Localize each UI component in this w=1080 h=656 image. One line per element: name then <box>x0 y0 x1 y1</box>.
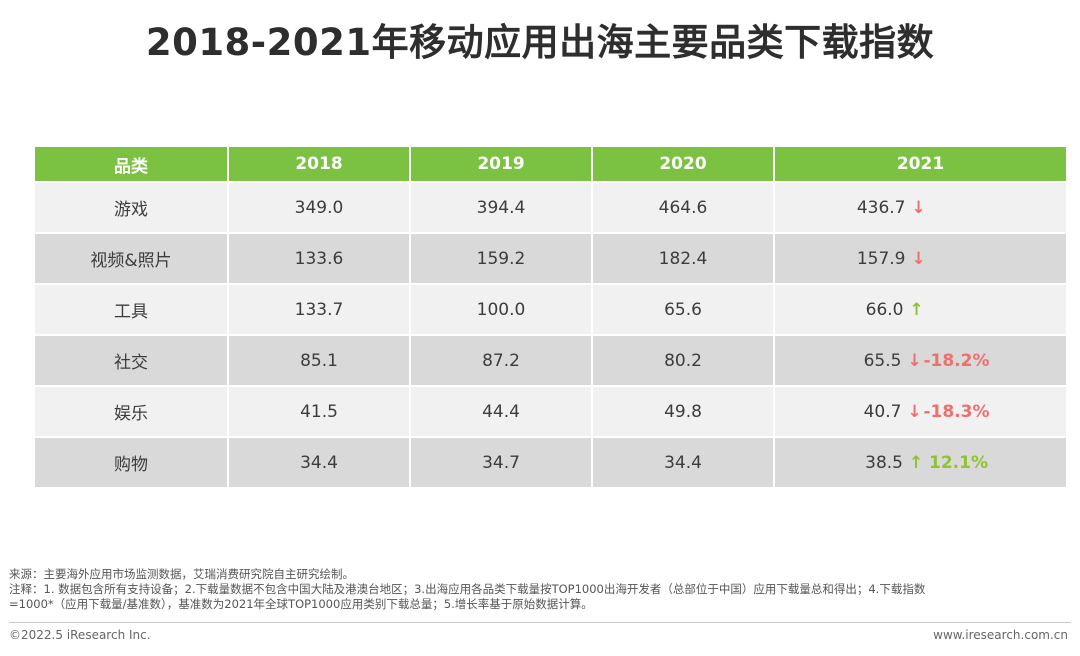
value-2021-group: 157.9 ↓ <box>856 249 986 269</box>
value-2021: 157.9 <box>856 248 906 269</box>
value-cell-2018: 85.1 <box>229 336 409 385</box>
source-note: 来源：主要海外应用市场监测数据，艾瑞消费研究院自主研究绘制。 <box>9 567 354 581</box>
change-percent: -18.2% <box>923 350 990 371</box>
footer-divider <box>9 622 1071 623</box>
value-cell-2021: 38.5 ↑ 12.1% <box>775 438 1066 487</box>
value-cell-2019: 44.4 <box>411 387 591 436</box>
value-cell-2019: 87.2 <box>411 336 591 385</box>
value-2021: 65.5 <box>863 350 902 371</box>
change-percent: 12.1% <box>929 452 988 473</box>
value-cell-2019: 394.4 <box>411 183 591 232</box>
value-cell-2018: 41.5 <box>229 387 409 436</box>
table-body: 游戏 349.0 394.4 464.6 436.7 ↓ 视频&照片 133.6 159.2 18… <box>35 183 1066 487</box>
category-cell: 社交 <box>35 336 227 385</box>
value-2021-group: 38.5 ↑ 12.1% <box>853 453 988 473</box>
value-cell-2021: 65.5 ↓ -18.2% <box>775 336 1066 385</box>
copyright: ©2022.5 iResearch Inc. <box>9 628 151 642</box>
header-2018: 2018 <box>229 147 409 181</box>
category-cell: 购物 <box>35 438 227 487</box>
annotation-note-line2: =1000*（应用下载量/基准数），基准数为2021年全球TOP1000应用类别… <box>9 597 593 611</box>
value-2021-group: 66.0 ↑ <box>854 300 988 320</box>
value-cell-2021: 40.7 ↓ -18.3% <box>775 387 1066 436</box>
arrow-down-icon: ↓ <box>911 248 926 269</box>
value-cell-2018: 349.0 <box>229 183 409 232</box>
category-cell: 工具 <box>35 285 227 334</box>
value-cell-2020: 80.2 <box>593 336 773 385</box>
header-2021: 2021 <box>775 147 1066 181</box>
value-2021-group: 436.7 ↓ <box>856 198 986 218</box>
change-percent: -18.3% <box>923 401 990 422</box>
table-row: 工具 133.7 100.0 65.6 66.0 ↑ <box>35 285 1066 334</box>
value-cell-2019: 34.7 <box>411 438 591 487</box>
value-cell-2018: 133.7 <box>229 285 409 334</box>
arrow-down-icon: ↓ <box>911 197 926 218</box>
table-header-row: 品类 2018 2019 2020 2021 <box>35 147 1066 181</box>
header-2020: 2020 <box>593 147 773 181</box>
arrow-down-icon: ↓ <box>907 401 922 422</box>
value-cell-2018: 133.6 <box>229 234 409 283</box>
value-cell-2020: 464.6 <box>593 183 773 232</box>
annotation-note-line1: 注释：1. 数据包含所有支持设备；2.下载量数据不包含中国大陆及港澳台地区；3.… <box>9 582 926 596</box>
value-cell-2019: 100.0 <box>411 285 591 334</box>
value-2021: 436.7 <box>856 197 906 218</box>
table-row: 娱乐 41.5 44.4 49.8 40.7 ↓ -18.3% <box>35 387 1066 436</box>
value-2021: 66.0 <box>865 299 904 320</box>
value-cell-2021: 436.7 ↓ <box>775 183 1066 232</box>
category-cell: 视频&照片 <box>35 234 227 283</box>
table-row: 社交 85.1 87.2 80.2 65.5 ↓ -18.2% <box>35 336 1066 385</box>
category-cell: 娱乐 <box>35 387 227 436</box>
value-cell-2020: 34.4 <box>593 438 773 487</box>
value-2021: 38.5 <box>865 452 903 473</box>
header-2019: 2019 <box>411 147 591 181</box>
value-2021: 40.7 <box>863 401 902 422</box>
website-link[interactable]: www.iresearch.com.cn <box>933 628 1068 642</box>
value-cell-2020: 49.8 <box>593 387 773 436</box>
download-index-table: 品类 2018 2019 2020 2021 游戏 349.0 394.4 464.6… <box>33 145 1068 489</box>
value-2021-group: 65.5 ↓ -18.2% <box>851 350 990 371</box>
header-category: 品类 <box>35 147 227 181</box>
category-cell: 游戏 <box>35 183 227 232</box>
chart-title: 2018-2021年移动应用出海主要品类下载指数 <box>145 21 935 64</box>
table-row: 视频&照片 133.6 159.2 182.4 157.9 ↓ <box>35 234 1066 283</box>
table-row: 游戏 349.0 394.4 464.6 436.7 ↓ <box>35 183 1066 232</box>
value-cell-2021: 66.0 ↑ <box>775 285 1066 334</box>
value-cell-2020: 182.4 <box>593 234 773 283</box>
value-cell-2019: 159.2 <box>411 234 591 283</box>
arrow-up-icon: ↑ <box>909 299 924 320</box>
arrow-up-icon: ↑ <box>909 452 924 473</box>
value-cell-2020: 65.6 <box>593 285 773 334</box>
value-cell-2021: 157.9 ↓ <box>775 234 1066 283</box>
arrow-down-icon: ↓ <box>907 350 922 371</box>
value-2021-group: 40.7 ↓ -18.3% <box>851 401 990 422</box>
notes: 来源：主要海外应用市场监测数据，艾瑞消费研究院自主研究绘制。 注释：1. 数据包… <box>9 567 1075 612</box>
value-cell-2018: 34.4 <box>229 438 409 487</box>
table-row: 购物 34.4 34.7 34.4 38.5 ↑ 12.1% <box>35 438 1066 487</box>
